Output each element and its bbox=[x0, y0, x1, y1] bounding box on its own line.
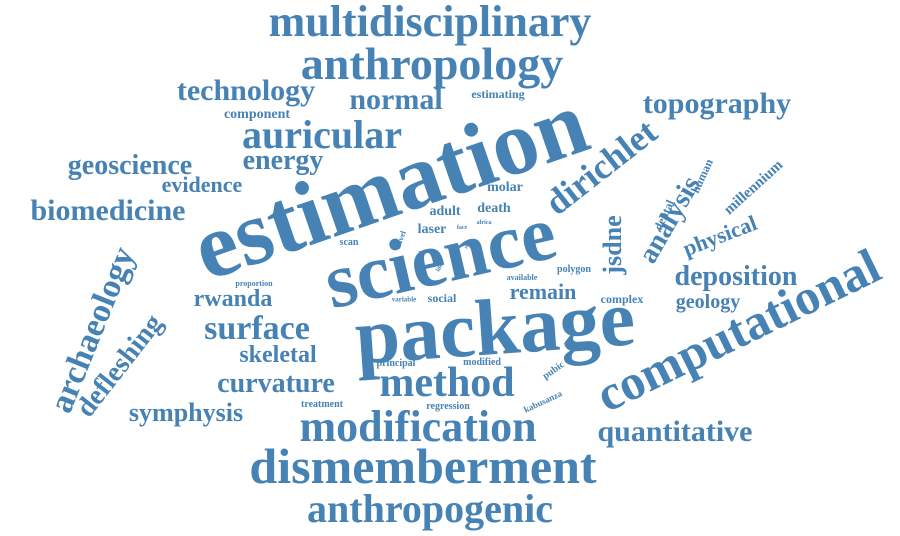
word-quantitative: quantitative bbox=[597, 415, 753, 448]
word-physical: physical bbox=[679, 210, 761, 262]
word-jsdne: jsdne bbox=[598, 215, 627, 275]
word-regression: regression bbox=[426, 401, 470, 412]
word-topography: topography bbox=[642, 87, 792, 120]
word-laser: laser bbox=[417, 222, 447, 237]
word-social: social bbox=[427, 291, 457, 305]
word-principal: principal bbox=[376, 358, 416, 369]
word-surface: surface bbox=[204, 310, 310, 347]
word-biomedicine: biomedicine bbox=[30, 194, 186, 227]
word-millennium: millennium bbox=[721, 157, 787, 219]
word-component: component bbox=[223, 107, 291, 122]
word-adult: adult bbox=[429, 204, 461, 219]
word-molar: molar bbox=[487, 180, 523, 195]
word-available: available bbox=[506, 273, 538, 282]
word-death: death bbox=[477, 201, 511, 216]
word-remain: remain bbox=[509, 279, 577, 304]
word-skeletal: skeletal bbox=[239, 342, 317, 368]
word-symphysis: symphysis bbox=[128, 398, 244, 427]
word-geoscience: geoscience bbox=[67, 150, 193, 181]
word-modified: modified bbox=[463, 357, 501, 368]
word-modification: modification bbox=[299, 402, 537, 451]
word-face: face bbox=[456, 225, 468, 231]
word-rwanda: rwanda bbox=[193, 286, 273, 312]
word-kabusanza: kabusanza bbox=[522, 388, 564, 415]
word-complex: complex bbox=[600, 292, 644, 306]
word-auricular: auricular bbox=[242, 112, 402, 157]
word-variable: variable bbox=[391, 295, 417, 304]
word-proportion: proportion bbox=[235, 279, 273, 288]
word-polygon: polygon bbox=[557, 264, 591, 275]
word-scan: scan bbox=[339, 237, 359, 248]
word-evidence: evidence bbox=[161, 172, 243, 197]
word-geology: geology bbox=[675, 291, 741, 313]
word-method: method bbox=[379, 360, 515, 406]
word-anthropology: anthropology bbox=[300, 38, 564, 89]
word-treatment: treatment bbox=[300, 399, 344, 410]
word-curvature: curvature bbox=[217, 368, 335, 399]
word-deposition: deposition bbox=[674, 261, 798, 292]
word-dismemberment: dismemberment bbox=[249, 438, 597, 494]
word-africa: africa bbox=[476, 220, 492, 226]
word-normal: normal bbox=[349, 83, 443, 116]
word-anthropogenic: anthropogenic bbox=[307, 486, 553, 531]
word-human: human bbox=[688, 156, 716, 196]
word-multidisciplinary: multidisciplinary bbox=[268, 0, 592, 46]
word-estimating: estimating bbox=[471, 87, 525, 101]
word-technology: technology bbox=[176, 74, 316, 107]
word-energy: energy bbox=[242, 145, 324, 176]
